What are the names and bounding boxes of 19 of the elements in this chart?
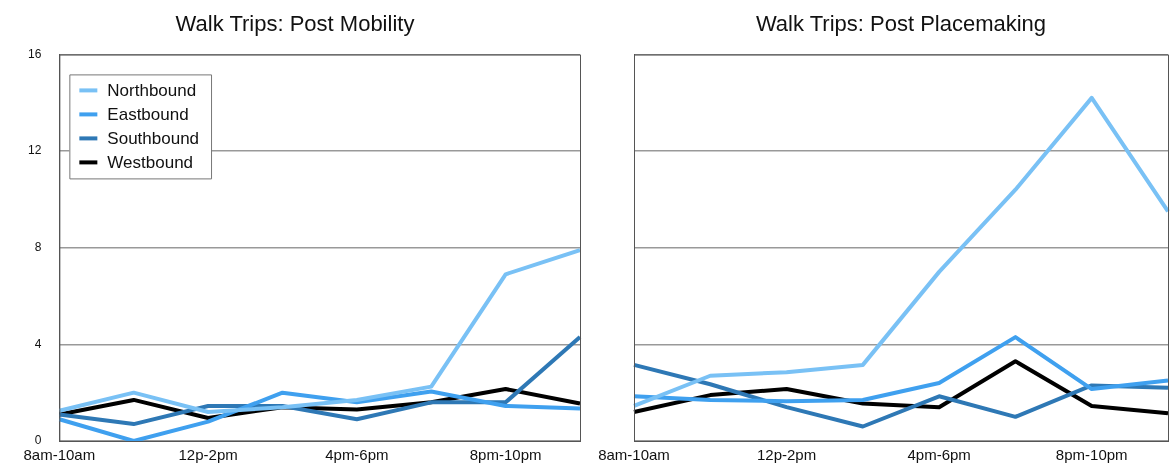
legend-label: Northbound <box>107 81 197 101</box>
x-tick-label: 12p-2pm <box>756 446 817 464</box>
x-tick-label: 8pm-10pm <box>469 446 542 464</box>
y-tick-label: 0 <box>34 433 42 448</box>
y-tick-label: 4 <box>34 336 42 351</box>
chart-title: Walk Trips: Post Mobility <box>175 11 415 37</box>
y-tick-label: 16 <box>27 46 42 61</box>
x-tick-label: 4pm-6pm <box>907 446 971 464</box>
x-tick-label: 8am-10am <box>23 446 96 464</box>
legend-label: Eastbound <box>107 105 189 125</box>
x-tick-label: 4pm-6pm <box>325 446 389 464</box>
y-tick-label: 8 <box>34 240 42 255</box>
legend-label: Westbound <box>107 153 194 173</box>
x-tick-label: 12p-2pm <box>178 446 238 464</box>
x-tick-label: 8pm-10pm <box>1055 446 1128 464</box>
chart-title: Walk Trips: Post Placemaking <box>755 11 1047 37</box>
x-tick-label: 8am-10am <box>598 446 670 464</box>
legend-label: Southbound <box>107 129 200 149</box>
y-tick-label: 12 <box>27 143 42 158</box>
